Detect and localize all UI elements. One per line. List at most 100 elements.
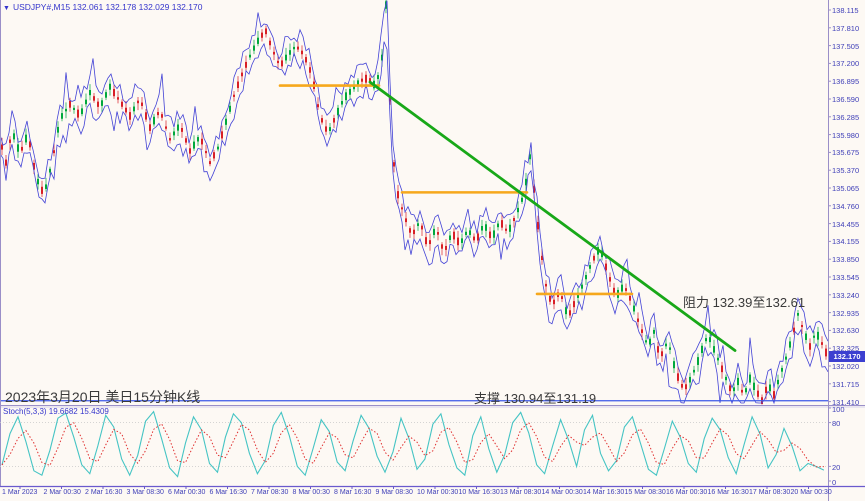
candle-body <box>549 295 551 302</box>
candle-body <box>645 340 647 343</box>
candle-body <box>765 386 767 393</box>
candle-body <box>809 343 811 350</box>
candle-body <box>753 382 755 390</box>
support-annotation: 支撑 130.94至131.19 <box>474 391 597 406</box>
candle-body <box>777 379 779 385</box>
candle-body <box>641 329 643 333</box>
candle-body <box>21 146 23 151</box>
candle-body <box>581 284 583 289</box>
candle-body <box>145 112 147 120</box>
candle-body <box>405 218 407 223</box>
candle-body <box>537 221 539 230</box>
candle-body <box>769 384 771 392</box>
candle-body <box>585 275 587 280</box>
candle-body <box>733 387 735 392</box>
candle-body <box>209 161 211 165</box>
candle-body <box>665 343 667 347</box>
candle-body <box>477 233 479 241</box>
candle-body <box>249 54 251 58</box>
candle-body <box>113 88 115 97</box>
candle-body <box>33 162 35 170</box>
candle-body <box>57 126 59 133</box>
candle-body <box>393 162 395 167</box>
price-axis-label: 133.850 <box>832 255 860 265</box>
candle-body <box>461 238 463 243</box>
chart-title-bar: ▼ USDJPY#,M15 132.061 132.178 132.029 132… <box>3 2 202 12</box>
candle-body <box>421 225 423 230</box>
candle-body <box>13 133 15 140</box>
candle-body <box>437 232 439 235</box>
chevron-down-icon[interactable]: ▼ <box>3 5 10 12</box>
chart-title: USDJPY#,M15 132.061 132.178 132.029 132.… <box>12 2 203 12</box>
stoch-axis-label: 20 <box>832 462 841 472</box>
candle-body <box>729 385 731 392</box>
candle-body <box>517 207 519 213</box>
candle-body <box>117 97 119 100</box>
candle-body <box>821 342 823 345</box>
candle-body <box>89 89 91 96</box>
candle-body <box>173 131 175 136</box>
price-axis-label: 136.895 <box>832 77 860 87</box>
candle-body <box>85 99 87 105</box>
candle-body <box>661 351 663 357</box>
candle-body <box>553 299 555 305</box>
candle-body <box>449 235 451 241</box>
candle-body <box>505 228 507 231</box>
candle-body <box>229 105 231 112</box>
price-axis-label: 131.410 <box>832 397 860 407</box>
candle-body <box>521 197 523 202</box>
candle-body <box>297 46 299 50</box>
downtrend-line <box>368 80 737 352</box>
candle-body <box>349 88 351 95</box>
candle-body <box>137 100 139 104</box>
candle-body <box>529 154 531 160</box>
price-axis-label: 133.240 <box>832 290 860 300</box>
candle-body <box>161 114 163 118</box>
candle-body <box>813 335 815 338</box>
candle-body <box>669 347 671 350</box>
candle-body <box>337 107 339 116</box>
candle-body <box>633 305 635 312</box>
candle-body <box>133 106 135 112</box>
time-axis-label: 10 Mar 00:30 <box>417 489 459 496</box>
candle-body <box>257 37 259 44</box>
candle-body <box>637 318 639 322</box>
price-axis-label: 136.590 <box>832 95 860 104</box>
candle-body <box>757 390 759 397</box>
candle-body <box>781 367 783 372</box>
candle-body <box>625 288 627 291</box>
candle-body <box>605 263 607 271</box>
stochastic-indicator-label: Stoch(5,3,3) 19.6682 15.4309 <box>3 407 109 416</box>
candle-body <box>225 118 227 125</box>
price-axis-label: 132.935 <box>832 308 860 318</box>
candle-body <box>241 72 243 77</box>
candle-body <box>369 78 371 83</box>
candle-body <box>93 96 95 101</box>
candle-body <box>157 112 159 116</box>
candle-body <box>569 310 571 316</box>
candle-body <box>377 75 379 79</box>
price-axis-label: 137.200 <box>832 59 860 69</box>
candle-body <box>693 369 695 373</box>
candle-body <box>153 116 155 125</box>
candle-body <box>105 92 107 98</box>
candle-body <box>121 101 123 107</box>
price-axis-label: 136.285 <box>832 112 860 122</box>
candle-body <box>657 346 659 353</box>
candle-body <box>81 108 83 115</box>
candle-body <box>233 94 235 97</box>
candle-body <box>185 138 187 143</box>
candle-body <box>497 223 499 228</box>
candle-body <box>321 118 323 123</box>
candle-body <box>501 220 503 228</box>
candle-body <box>217 146 219 150</box>
price-axis-label: 134.155 <box>832 237 860 247</box>
candle-body <box>413 229 415 235</box>
candle-body <box>609 277 611 282</box>
candle-body <box>805 333 807 340</box>
envelope-upper-band <box>0 0 829 390</box>
candle-body <box>237 81 239 89</box>
candle-body <box>793 327 795 333</box>
